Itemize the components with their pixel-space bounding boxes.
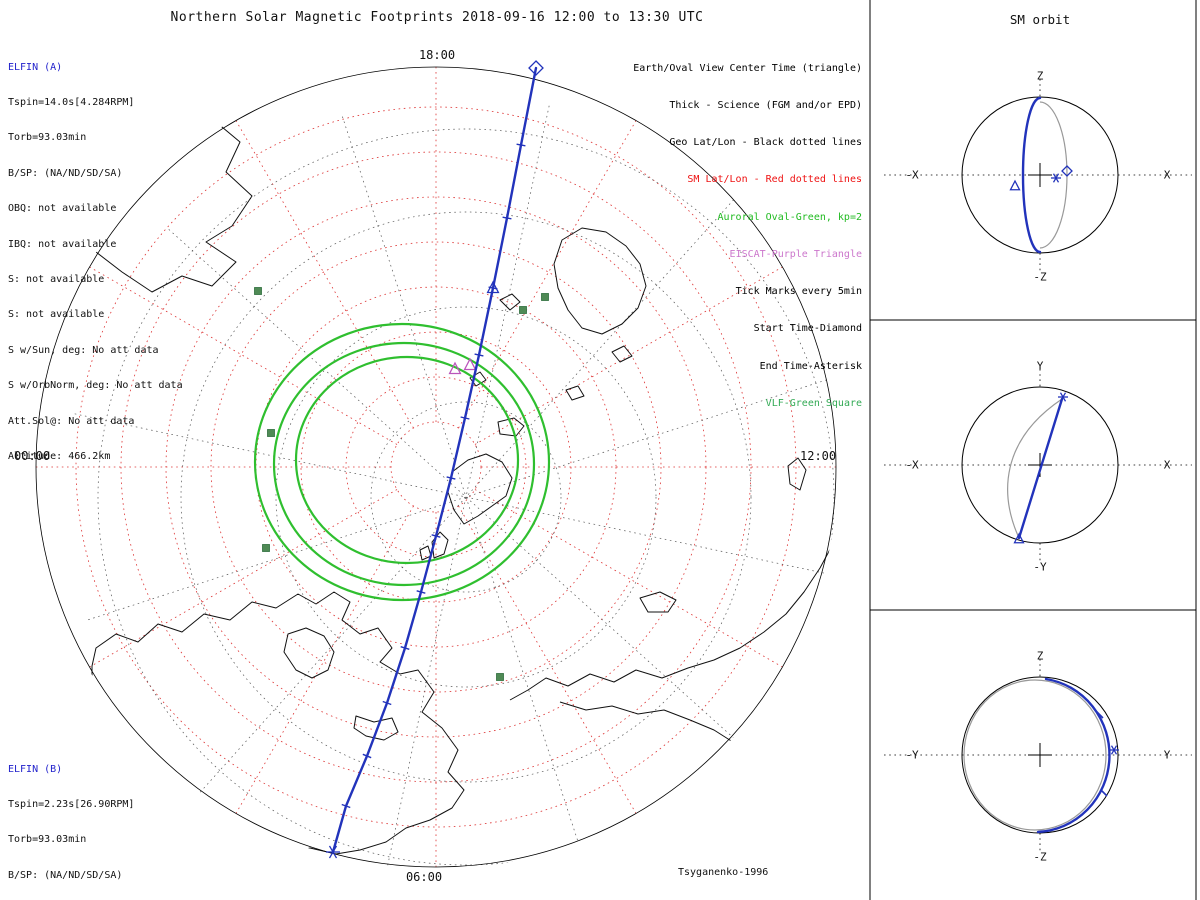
- footer: Tsyganenko-1996 Created: Sun Jan 29 08:2…: [678, 840, 877, 900]
- page-title: Northern Solar Magnetic Footprints 2018-…: [170, 10, 704, 25]
- panel3-axis-bottom-label: -Z: [1033, 850, 1047, 864]
- info-line: Tspin=14.0s[4.284RPM]: [8, 96, 135, 108]
- info-line: Altitude: 466.2km: [8, 450, 111, 462]
- panel2-axis-right-label: X: [1163, 458, 1171, 472]
- info-line: Tspin=2.23s[26.90RPM]: [8, 798, 135, 810]
- info-line: S: not available: [8, 273, 105, 285]
- legend-item: Start Time-Diamond: [753, 323, 862, 335]
- legend-item: Thick - Science (FGM and/or EPD): [669, 100, 862, 112]
- mlt-label-00: 00:00: [14, 449, 51, 463]
- info-line: IBQ: not available: [8, 238, 117, 250]
- info-line: Torb=93.03min: [8, 834, 87, 846]
- info-line: B/SP: (NA/ND/SD/SA): [8, 167, 123, 179]
- legend-item: VLF-Green Square: [765, 397, 862, 409]
- info-line: OBQ: not available: [8, 203, 117, 215]
- legend-item: Tick Marks every 5min: [735, 286, 862, 298]
- panel1-axis-bottom-label: -Z: [1033, 270, 1047, 284]
- mlt-label-18: 18:00: [418, 48, 456, 62]
- elfin-b-info-box: ELFIN (B) Tspin=2.23s[26.90RPM] Torb=93.…: [8, 740, 183, 900]
- panel3-axis-top-label: Z: [1036, 649, 1044, 663]
- info-line: S: not available: [8, 309, 105, 321]
- elfin-a-header: ELFIN (A): [8, 61, 63, 73]
- panel2-axis-left-label: -X: [905, 458, 919, 472]
- mlt-label-12: 12:00: [800, 449, 837, 463]
- info-line: Att.Sol@: No att data: [8, 415, 135, 427]
- elfin-b-header: ELFIN (B): [8, 763, 63, 775]
- mlt-label-06: 06:00: [405, 870, 443, 884]
- info-line: S w/OrbNorm, deg: No att data: [8, 380, 183, 392]
- panel1-axis-right-label: X: [1163, 168, 1171, 182]
- panel3-axis-right-label: Y: [1163, 748, 1171, 762]
- panel3-axis-left-label: -Y: [905, 748, 919, 762]
- info-line: Torb=93.03min: [8, 132, 87, 144]
- legend-item: Geo Lat/Lon - Black dotted lines: [669, 137, 862, 149]
- model-label: Tsyganenko-1996: [678, 867, 769, 878]
- sm-orbit-title: SM orbit: [1009, 12, 1071, 27]
- info-line: S w/Sun, deg: No att data: [8, 344, 159, 356]
- legend-item: EISCAT-Purple Triangle: [729, 248, 862, 260]
- panel1-axis-top-label: Z: [1036, 69, 1044, 83]
- panel2-axis-bottom-label: -Y: [1033, 560, 1047, 574]
- info-line: B/SP: (NA/ND/SD/SA): [8, 869, 123, 881]
- legend-item: SM Lat/Lon - Red dotted lines: [687, 174, 862, 186]
- legend-item: Auroral Oval-Green, kp=2: [717, 211, 863, 223]
- panel2-axis-top-label: Y: [1036, 359, 1044, 373]
- panel1-axis-left-label: -X: [905, 168, 919, 182]
- legend-item: End Time-Asterisk: [759, 360, 862, 372]
- legend-item: Earth/Oval View Center Time (triangle): [633, 62, 862, 74]
- map-legend: Earth/Oval View Center Time (triangle) T…: [633, 38, 862, 435]
- elfin-a-info-box: ELFIN (A) Tspin=14.0s[4.284RPM] Torb=93.…: [8, 38, 183, 486]
